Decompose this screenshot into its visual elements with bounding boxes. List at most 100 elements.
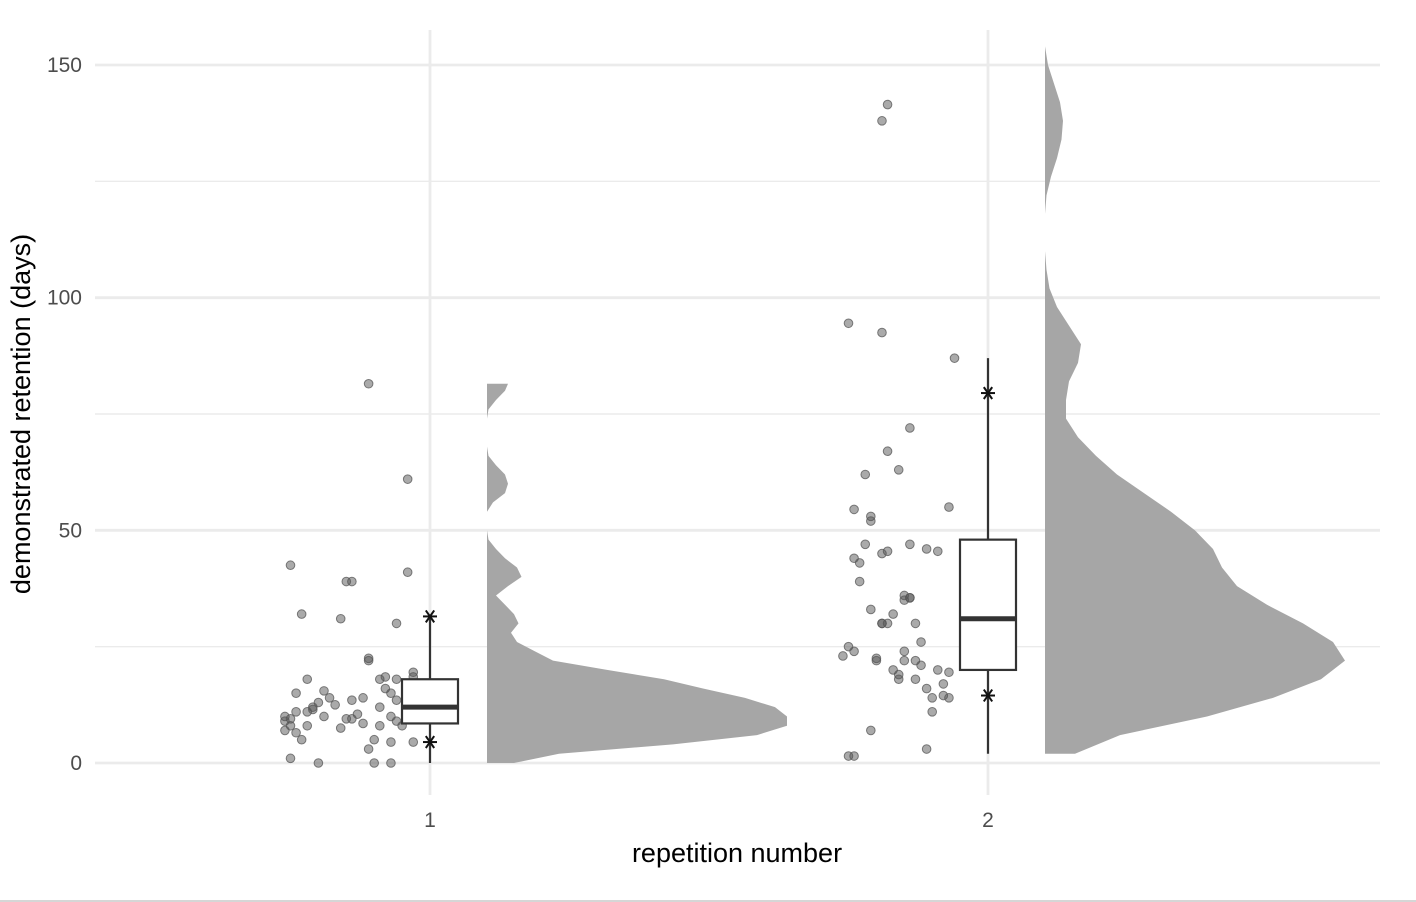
box-1	[400, 678, 460, 725]
y-axis-title: demonstrated retention (days)	[6, 234, 36, 594]
data-point	[319, 711, 329, 722]
data-point	[854, 558, 865, 568]
data-point	[369, 734, 380, 745]
data-point	[380, 672, 391, 682]
data-point	[882, 446, 893, 457]
data-point	[374, 720, 385, 731]
data-point	[374, 702, 385, 712]
data-point	[347, 713, 357, 724]
data-point	[324, 693, 335, 703]
data-point	[391, 618, 402, 629]
data-point	[921, 744, 932, 754]
data-point	[866, 725, 876, 736]
data-point	[391, 695, 402, 705]
data-point	[296, 609, 307, 619]
data-point	[386, 758, 396, 768]
data-point	[291, 707, 301, 717]
data-point	[899, 655, 910, 666]
data-point	[899, 595, 910, 605]
data-point	[408, 737, 419, 747]
data-point	[363, 744, 374, 754]
y-tick-label: 100	[47, 287, 82, 310]
data-point	[313, 758, 324, 768]
data-point	[949, 353, 960, 363]
data-point	[921, 544, 932, 554]
y-tick-label: 50	[59, 519, 82, 542]
data-point	[313, 697, 324, 708]
data-point	[335, 613, 346, 624]
data-point	[291, 688, 301, 699]
data-point	[938, 679, 949, 689]
data-point	[386, 737, 396, 747]
data-point	[888, 609, 898, 619]
data-point	[849, 646, 859, 657]
asterisk-stroke	[424, 735, 436, 749]
data-point	[916, 637, 926, 647]
data-point	[910, 618, 921, 629]
data-point	[871, 653, 882, 664]
data-point	[854, 576, 865, 587]
data-point	[291, 727, 301, 738]
data-point	[932, 546, 943, 557]
data-point	[916, 660, 926, 671]
data-point	[866, 516, 876, 526]
data-point	[893, 465, 904, 475]
data-point	[408, 667, 419, 678]
data-point	[838, 651, 848, 661]
asterisk-marker	[981, 689, 995, 703]
data-point	[391, 674, 402, 685]
data-point	[899, 646, 910, 657]
data-point	[843, 318, 854, 329]
data-point	[280, 725, 290, 736]
data-point	[402, 474, 413, 484]
data-point	[285, 713, 296, 724]
data-point	[369, 758, 380, 768]
asterisk-stroke	[424, 609, 436, 623]
data-point	[927, 707, 938, 717]
data-point	[932, 665, 943, 675]
data-point	[302, 720, 313, 731]
data-point	[849, 751, 859, 761]
data-point	[910, 674, 921, 685]
density-clouds	[487, 32, 1345, 763]
data-point	[944, 693, 954, 703]
data-point	[860, 539, 871, 550]
data-point	[363, 655, 374, 666]
x-tick-label: 2	[982, 809, 994, 832]
data-point	[402, 567, 413, 578]
data-point	[866, 604, 876, 615]
data-point	[877, 327, 887, 338]
data-point	[882, 618, 893, 629]
data-point	[905, 423, 915, 433]
bottom-divider	[0, 900, 1416, 902]
data-point	[386, 688, 396, 699]
data-point	[330, 700, 340, 710]
data-point	[285, 753, 296, 764]
asterisk-stroke	[982, 689, 994, 703]
x-tick-label: 1	[424, 809, 436, 832]
data-point	[347, 695, 357, 705]
data-point	[905, 539, 915, 550]
box-2	[958, 538, 1018, 672]
data-point	[358, 718, 368, 729]
data-point	[893, 674, 904, 685]
box-plots	[400, 358, 1018, 763]
data-point	[358, 693, 368, 703]
data-point	[921, 683, 932, 694]
data-point	[335, 723, 346, 733]
y-tick-labels: 0 50 100 150	[47, 54, 82, 775]
data-point	[882, 546, 893, 557]
asterisk-marker	[423, 609, 437, 623]
y-tick-label: 150	[47, 54, 82, 77]
data-point	[308, 704, 318, 715]
density-cloud-2	[1045, 32, 1345, 754]
data-point	[363, 378, 374, 389]
y-tick-label: 0	[70, 752, 82, 775]
density-cloud-1	[487, 383, 787, 763]
data-point	[302, 674, 313, 685]
data-point	[877, 116, 887, 126]
asterisk-marker	[423, 735, 437, 749]
jitter-points	[280, 99, 960, 768]
data-point	[944, 502, 954, 512]
